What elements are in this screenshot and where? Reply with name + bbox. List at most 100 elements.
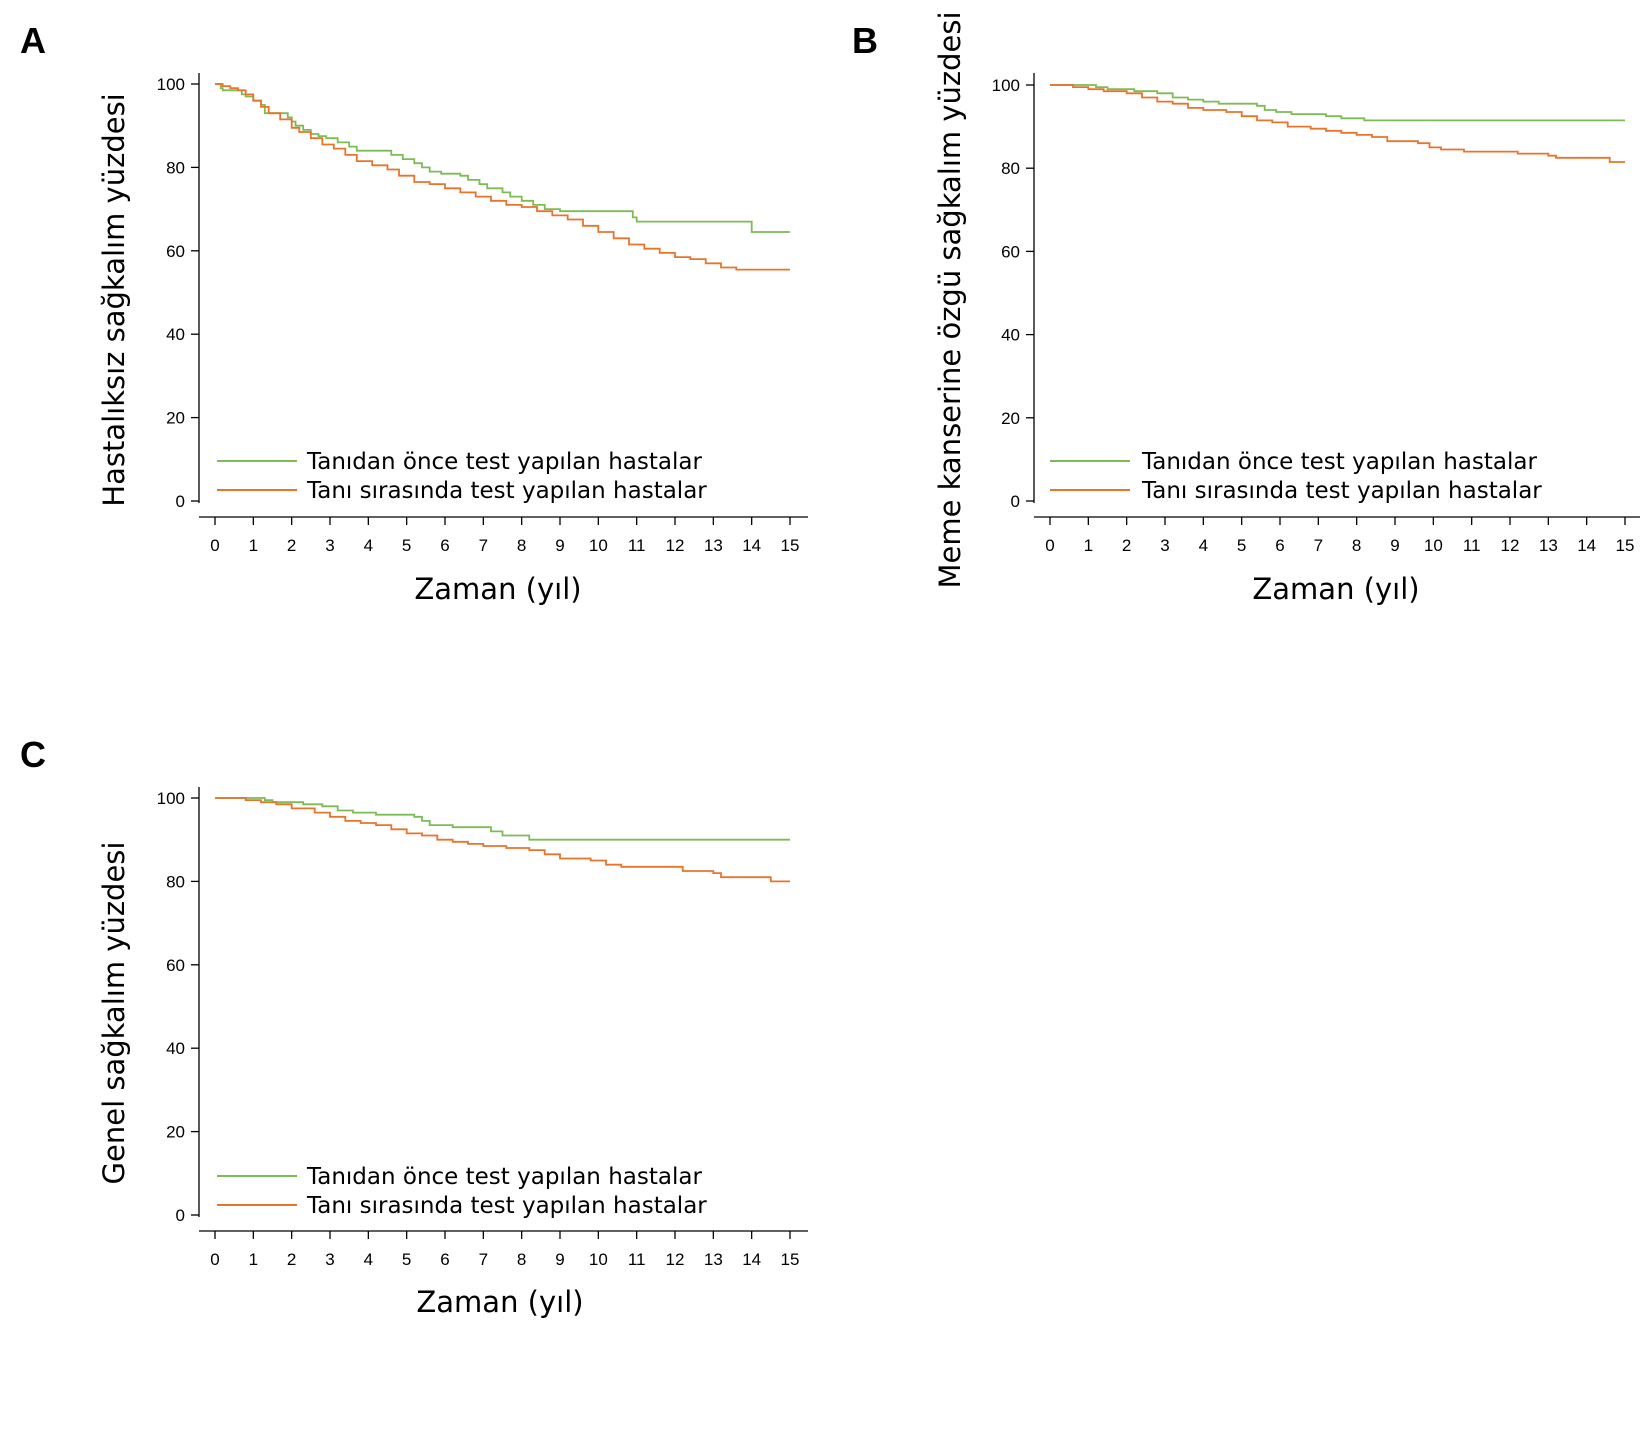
x-tick-label: 5 [1237,536,1246,555]
x-tick-label: 4 [364,1250,373,1269]
y-axis-title: Hastalıksız sağkalım yüzdesi [97,93,131,506]
x-tick-label: 3 [325,536,334,555]
x-tick-label: 2 [287,1250,296,1269]
curves [215,797,790,883]
x-tick-label: 5 [402,536,411,555]
x-tick-label: 12 [666,1250,685,1269]
y-tick-label: 40 [166,1039,185,1058]
legend-label-green: Tanıdan önce test yapılan hastalar [306,449,702,475]
x-tick-label: 10 [1424,536,1443,555]
y-tick-label: 0 [1011,492,1020,511]
x-tick-label: 4 [364,536,373,555]
panel-letter: B [852,20,878,61]
x-tick-label: 5 [402,1250,411,1269]
panel-letter: C [20,734,46,775]
x-tick-label: 9 [1390,536,1399,555]
y-tick-label: 100 [992,76,1020,95]
x-tick-label: 11 [628,536,646,555]
x-tick-label: 1 [249,536,258,555]
x-tick-label: 2 [1122,536,1131,555]
y-tick-label: 0 [176,492,185,511]
legend: Tanıdan önce test yapılan hastalar Tanı … [217,1164,707,1219]
x-tick-label: 1 [249,1250,258,1269]
x-tick-label: 7 [479,1250,488,1269]
x-tick-label: 14 [742,1250,761,1269]
x-tick-label: 3 [1160,536,1169,555]
x-tick-label: 7 [1314,536,1323,555]
x-tick-label: 12 [666,536,685,555]
x-tick-label: 4 [1199,536,1208,555]
y-axis-title: Genel sağkalım yüzdesi [97,842,131,1185]
y-tick-label: 40 [1001,326,1020,345]
survival-curve-orange [215,83,790,271]
x-tick-label: 14 [1577,536,1596,555]
legend: Tanıdan önce test yapılan hastalar Tanı … [1050,449,1542,504]
y-tick-label: 20 [1001,409,1020,428]
x-tick-label: 8 [1352,536,1361,555]
x-axis-title: Zaman (yıl) [416,1285,583,1319]
panel-letter: A [20,20,46,61]
y-tick-label: 60 [166,242,185,261]
x-tick-label: 10 [589,536,608,555]
x-tick-label: 3 [325,1250,334,1269]
x-axis-title: Zaman (yıl) [1252,572,1419,606]
x-tick-label: 6 [440,1250,449,1269]
x-tick-label: 11 [1463,536,1481,555]
x-tick-label: 9 [555,1250,564,1269]
x-tick-label: 9 [555,536,564,555]
x-axis-title: Zaman (yıl) [414,572,581,606]
x-tick-label: 15 [781,1250,800,1269]
x-tick-label: 6 [1275,536,1284,555]
y-tick-label: 100 [157,789,185,808]
survival-curve-green [1050,84,1625,122]
survival-curve-orange [1050,84,1625,163]
y-tick-label: 80 [166,158,185,177]
panel-a: A Hastalıksız sağkalım yüzdesi Zaman (yı… [20,20,808,606]
x-tick-label: 12 [1501,536,1520,555]
x-tick-label: 0 [210,536,219,555]
x-tick-label: 0 [1045,536,1054,555]
legend-label-green: Tanıdan önce test yapılan hastalar [306,1164,702,1190]
x-tick-label: 10 [589,1250,608,1269]
x-tick-label: 8 [517,1250,526,1269]
curves [215,83,790,271]
curves [1050,84,1625,163]
x-tick-label: 14 [742,536,761,555]
y-tick-label: 40 [166,325,185,344]
legend-label-orange: Tanı sırasında test yapılan hastalar [306,1193,707,1219]
legend-label-orange: Tanı sırasında test yapılan hastalar [306,478,707,504]
survival-curve-orange [215,797,790,883]
panel-b: B Meme kanserine özgü sağkalım yüzdesi Z… [852,11,1640,606]
x-tick-label: 6 [440,536,449,555]
survival-curve-green [215,83,790,233]
x-tick-label: 7 [479,536,488,555]
y-tick-label: 60 [1001,242,1020,261]
x-tick-label: 13 [1539,536,1558,555]
y-axis-title: Meme kanserine özgü sağkalım yüzdesi [933,11,967,588]
x-tick-label: 0 [210,1250,219,1269]
legend-label-orange: Tanı sırasında test yapılan hastalar [1141,478,1542,504]
legend-label-green: Tanıdan önce test yapılan hastalar [1141,449,1537,475]
survival-curve-green [215,797,790,841]
panel-c: C Genel sağkalım yüzdesi Zaman (yıl) 020… [20,734,808,1319]
x-tick-label: 8 [517,536,526,555]
y-tick-label: 100 [157,75,185,94]
y-tick-label: 80 [1001,159,1020,178]
legend: Tanıdan önce test yapılan hastalar Tanı … [217,449,707,504]
x-tick-label: 13 [704,536,723,555]
x-tick-label: 2 [287,536,296,555]
y-tick-label: 20 [166,1123,185,1142]
x-tick-label: 13 [704,1250,723,1269]
y-tick-label: 60 [166,956,185,975]
y-tick-label: 80 [166,872,185,891]
x-tick-label: 15 [1616,536,1635,555]
x-tick-label: 11 [628,1250,646,1269]
y-tick-label: 0 [176,1206,185,1225]
y-tick-label: 20 [166,409,185,428]
x-tick-label: 1 [1084,536,1093,555]
x-tick-label: 15 [781,536,800,555]
